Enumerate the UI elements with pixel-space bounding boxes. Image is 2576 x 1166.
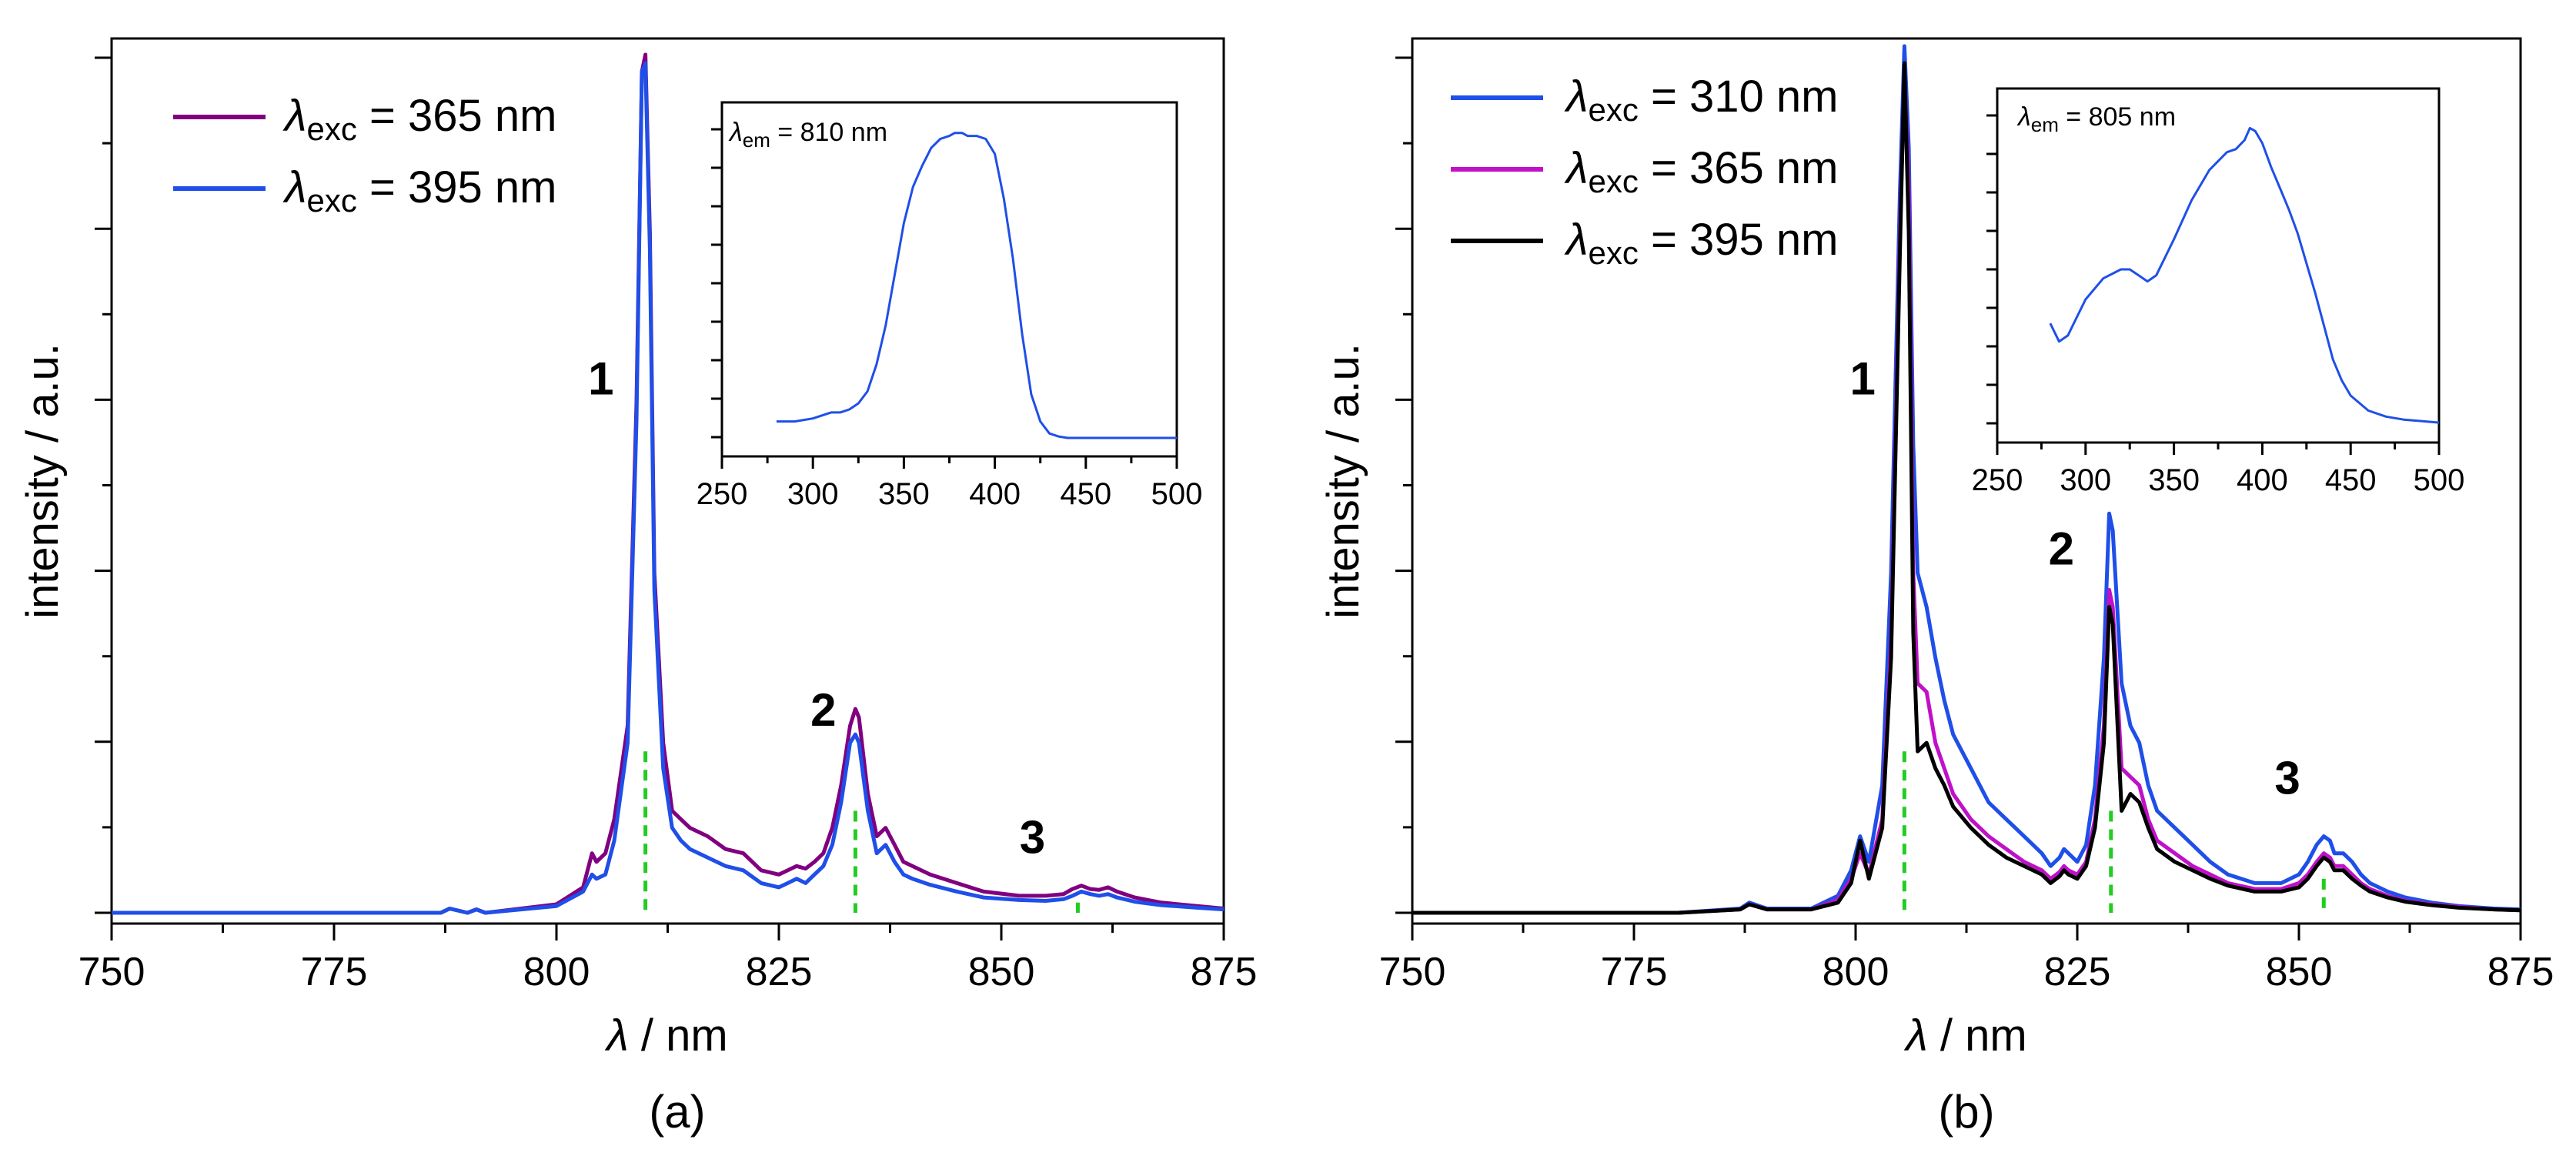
inset-x-tick-label-250: 250 xyxy=(697,477,748,511)
peak-label-2: 2 xyxy=(2049,523,2074,574)
series-line-310nm xyxy=(1412,44,2521,915)
panel-b-inset-y-ticks xyxy=(1986,114,1997,425)
panel-a-y-ticks xyxy=(95,56,112,914)
series-line-395nm xyxy=(1412,61,2521,915)
panel-a-caption: (a) xyxy=(649,1086,705,1138)
x-tick-label-825: 825 xyxy=(746,950,813,994)
panel-a-legend: λexc = 365 nm λexc = 395 nm xyxy=(173,91,556,219)
panel-b-inset: 250 300 350 400 450 500 λem = 805 nm xyxy=(1972,87,2465,497)
panel-b-legend-label-365: λexc = 365 nm xyxy=(1564,143,1838,199)
panel-b-y-ticks xyxy=(1395,56,1412,914)
inset-excitation-spectrum-line xyxy=(776,132,1177,439)
panel-a-inset-series xyxy=(776,132,1177,439)
inset-x-tick-label-450: 450 xyxy=(2325,463,2377,497)
x-tick-label-800: 800 xyxy=(523,950,590,994)
x-tick-label-800: 800 xyxy=(1823,950,1889,994)
peak-label-1: 1 xyxy=(1850,353,1876,405)
inset-excitation-spectrum-line xyxy=(2049,126,2440,424)
panel-b-y-axis-title: intensity / a.u. xyxy=(1318,343,1368,619)
panel-a-inset: 250 300 350 400 450 500 λem = 810 nm xyxy=(697,101,1203,511)
inset-x-tick-label-350: 350 xyxy=(2148,463,2200,497)
panel-a-legend-label-365: λexc = 365 nm xyxy=(282,91,556,147)
panel-a-inset-y-ticks xyxy=(711,128,722,439)
x-tick-label-850: 850 xyxy=(968,950,1035,994)
panel-b-inset-series xyxy=(2049,126,2440,424)
panel-a-inset-frame xyxy=(720,101,1178,458)
inset-x-tick-label-400: 400 xyxy=(2237,463,2288,497)
inset-x-tick-label-350: 350 xyxy=(878,477,930,511)
panel-a-x-ticks: 750 775 800 825 850 875 xyxy=(79,924,1258,994)
peak-label-3: 3 xyxy=(1020,812,1045,864)
inset-x-tick-label-300: 300 xyxy=(2060,463,2111,497)
panel-a-peak-labels: 1 2 3 xyxy=(588,353,1045,864)
panel-b-legend-label-395: λexc = 395 nm xyxy=(1564,215,1838,271)
x-tick-label-750: 750 xyxy=(79,950,145,994)
x-tick-label-775: 775 xyxy=(1601,950,1668,994)
panel-a-series-group xyxy=(112,52,1225,915)
x-tick-label-850: 850 xyxy=(2266,950,2333,994)
panel-a-inset-x-ticks: 250 300 350 400 450 500 xyxy=(697,456,1203,511)
panel-b: 750 775 800 825 850 875 intensity / a.u. λ / … xyxy=(1318,37,2554,1138)
panel-a-y-axis-title: intensity / a.u. xyxy=(18,343,68,619)
peak-label-3: 3 xyxy=(2274,752,2300,804)
panel-b-inset-x-ticks: 250 300 350 400 450 500 xyxy=(1972,443,2465,497)
panel-b-legend-label-310: λexc = 310 nm xyxy=(1564,72,1838,128)
x-tick-label-750: 750 xyxy=(1379,950,1446,994)
series-line-395nm xyxy=(112,61,1225,915)
x-tick-label-825: 825 xyxy=(2044,950,2111,994)
peak-label-1: 1 xyxy=(588,353,613,405)
panel-a-peak-markers xyxy=(643,751,1080,913)
panel-b-inset-frame xyxy=(1996,87,2441,444)
panel-b-legend: λexc = 310 nm λexc = 365 nm λexc = 395 n… xyxy=(1451,72,1838,271)
panel-b-inset-label: λem = 805 nm xyxy=(2016,102,2176,136)
panel-b-peak-markers xyxy=(1902,751,2326,913)
panel-a-legend-label-395: λexc = 395 nm xyxy=(282,162,556,219)
panel-a: 750 775 800 825 850 875 intensity / a.u. λ / … xyxy=(18,37,1258,1138)
inset-x-tick-label-300: 300 xyxy=(787,477,839,511)
panel-b-x-axis-title: λ / nm xyxy=(1903,1011,2026,1061)
series-line-365nm xyxy=(112,52,1225,915)
peak-label-2: 2 xyxy=(810,684,836,736)
panel-b-series-group xyxy=(1412,44,2521,915)
inset-x-tick-label-500: 500 xyxy=(1151,477,1203,511)
inset-x-tick-label-500: 500 xyxy=(2414,463,2465,497)
inset-x-tick-label-250: 250 xyxy=(1972,463,2023,497)
panel-a-x-axis-title: λ / nm xyxy=(604,1011,727,1061)
panel-b-x-ticks: 750 775 800 825 850 875 xyxy=(1379,924,2554,994)
panel-a-inset-label: λem = 810 nm xyxy=(728,118,887,152)
panel-b-caption: (b) xyxy=(1938,1086,1994,1138)
panel-b-peak-labels: 1 2 3 xyxy=(1850,353,2300,804)
x-tick-label-875: 875 xyxy=(2487,950,2554,994)
x-tick-label-775: 775 xyxy=(301,950,368,994)
x-tick-label-875: 875 xyxy=(1191,950,1258,994)
inset-x-tick-label-400: 400 xyxy=(969,477,1021,511)
inset-x-tick-label-450: 450 xyxy=(1060,477,1111,511)
